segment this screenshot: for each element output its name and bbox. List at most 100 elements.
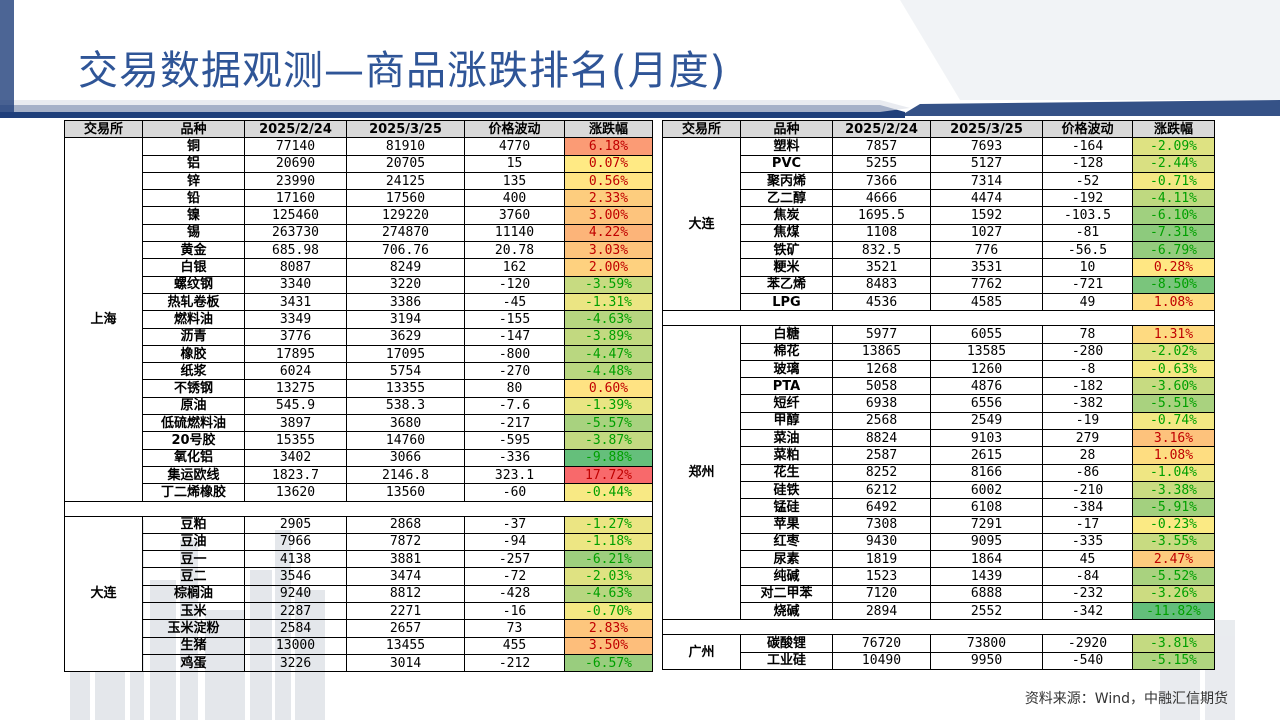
price-change-cell: 20.78: [464, 241, 565, 260]
pct-change-cell: 1.08%: [1132, 292, 1215, 312]
end-price-cell: 6055: [930, 325, 1043, 344]
pct-change-cell: 17.72%: [564, 465, 653, 485]
exchange-cell: 广州: [662, 634, 741, 670]
table-row: 锡 263730 274870 11140 4.22%: [65, 223, 653, 243]
price-change-cell: -182: [1042, 377, 1133, 396]
start-price-cell: 13620: [244, 483, 347, 502]
variety-cell: 对二甲苯: [740, 584, 833, 604]
start-price-cell: 6938: [832, 394, 931, 413]
end-price-cell: 13455: [346, 636, 465, 655]
table-row: 甲醇 2568 2549 -19 -0.74%: [663, 411, 1215, 431]
end-price-cell: 3881: [346, 550, 465, 569]
start-price-cell: 3402: [244, 448, 347, 467]
pct-change-cell: -2.44%: [1132, 154, 1215, 173]
header-price-change: 价格波动: [1042, 119, 1133, 139]
end-price-cell: 7762: [930, 275, 1043, 294]
price-change-cell: -428: [464, 584, 565, 604]
variety-cell: 玉米淀粉: [142, 619, 245, 638]
table-row: 燃料油 3349 3194 -155 -4.63%: [65, 310, 653, 329]
pct-change-cell: -3.59%: [564, 275, 653, 294]
variety-cell: 橡胶: [142, 344, 245, 364]
variety-cell: 纯碱: [740, 567, 833, 586]
pct-change-cell: -0.44%: [564, 483, 653, 502]
price-change-cell: -164: [1042, 137, 1133, 156]
pct-change-cell: -11.82%: [1132, 602, 1215, 621]
table-row: 乙二醇 4666 4474 -192 -4.11%: [663, 189, 1215, 208]
price-change-cell: 400: [464, 189, 565, 208]
price-change-cell: -84: [1042, 567, 1133, 586]
variety-cell: 集运欧线: [142, 465, 245, 485]
price-change-cell: 78: [1042, 325, 1133, 344]
group-separator-row: [662, 310, 1215, 327]
exchange-cell: 郑州: [662, 325, 741, 621]
variety-cell: 原油: [142, 396, 245, 416]
variety-cell: 烧碱: [740, 602, 833, 621]
table-row: 花生 8252 8166 -86 -1.04%: [663, 463, 1215, 482]
table-row: 纸浆 6024 5754 -270 -4.48%: [65, 362, 653, 381]
start-price-cell: 1268: [832, 359, 931, 379]
variety-cell: 工业硅: [740, 651, 833, 670]
start-price-cell: 2568: [832, 411, 931, 431]
price-change-cell: 323.1: [464, 465, 565, 485]
end-price-cell: 6556: [930, 394, 1043, 413]
start-price-cell: 6212: [832, 480, 931, 500]
pct-change-cell: 3.50%: [564, 636, 653, 655]
variety-cell: 锡: [142, 223, 245, 243]
end-price-cell: 3220: [346, 275, 465, 294]
start-price-cell: 8252: [832, 463, 931, 482]
table-row: LPG 4536 4585 49 1.08%: [663, 292, 1215, 312]
price-change-cell: -81: [1042, 223, 1133, 243]
end-price-cell: 4585: [930, 292, 1043, 312]
pct-change-cell: -4.63%: [564, 584, 653, 604]
price-change-cell: -217: [464, 414, 565, 433]
pct-change-cell: -9.88%: [564, 448, 653, 467]
start-price-cell: 6024: [244, 362, 347, 381]
end-price-cell: 776: [930, 241, 1043, 260]
variety-cell: 菜油: [740, 429, 833, 448]
variety-cell: 燃料油: [142, 310, 245, 329]
end-price-cell: 1864: [930, 550, 1043, 569]
price-change-cell: 15: [464, 154, 565, 173]
start-price-cell: 5255: [832, 154, 931, 173]
pct-change-cell: -6.79%: [1132, 241, 1215, 260]
price-change-cell: -17: [1042, 515, 1133, 534]
pct-change-cell: -4.63%: [564, 310, 653, 329]
pct-change-cell: -0.74%: [1132, 411, 1215, 431]
table-header-row: 交易所 品种 2025/2/24 2025/3/25 价格波动 涨跌幅: [64, 119, 653, 139]
pct-change-cell: -2.09%: [1132, 137, 1215, 156]
end-price-cell: 7314: [930, 171, 1043, 191]
pct-change-cell: -5.51%: [1132, 394, 1215, 413]
pct-change-cell: -4.48%: [564, 362, 653, 381]
start-price-cell: 2287: [244, 602, 347, 621]
price-change-cell: -721: [1042, 275, 1133, 294]
start-price-cell: 832.5: [832, 241, 931, 260]
table-row: 苹果 7308 7291 -17 -0.23%: [663, 515, 1215, 534]
price-change-cell: 455: [464, 636, 565, 655]
pct-change-cell: -3.89%: [564, 327, 653, 346]
pct-change-cell: 3.03%: [564, 241, 653, 260]
table-row: 棕榈油 9240 8812 -428 -4.63%: [65, 584, 653, 604]
price-change-cell: -72: [464, 567, 565, 586]
start-price-cell: 13275: [244, 379, 347, 398]
price-change-cell: -270: [464, 362, 565, 381]
header-date-end: 2025/3/25: [930, 119, 1043, 139]
start-price-cell: 545.9: [244, 396, 347, 416]
variety-cell: PTA: [740, 377, 833, 396]
variety-cell: 黄金: [142, 241, 245, 260]
start-price-cell: 7366: [832, 171, 931, 191]
start-price-cell: 10490: [832, 651, 931, 670]
start-price-cell: 5977: [832, 325, 931, 344]
pct-change-cell: -5.52%: [1132, 567, 1215, 586]
price-change-cell: -210: [1042, 480, 1133, 500]
table-row: 焦煤 1108 1027 -81 -7.31%: [663, 223, 1215, 243]
price-change-cell: -384: [1042, 498, 1133, 517]
price-change-cell: 135: [464, 171, 565, 191]
price-change-cell: 49: [1042, 292, 1133, 312]
start-price-cell: 1523: [832, 567, 931, 586]
start-price-cell: 4536: [832, 292, 931, 312]
end-price-cell: 24125: [346, 171, 465, 191]
pct-change-cell: -3.60%: [1132, 377, 1215, 396]
start-price-cell: 3897: [244, 414, 347, 433]
end-price-cell: 2615: [930, 446, 1043, 465]
price-change-cell: -800: [464, 344, 565, 364]
